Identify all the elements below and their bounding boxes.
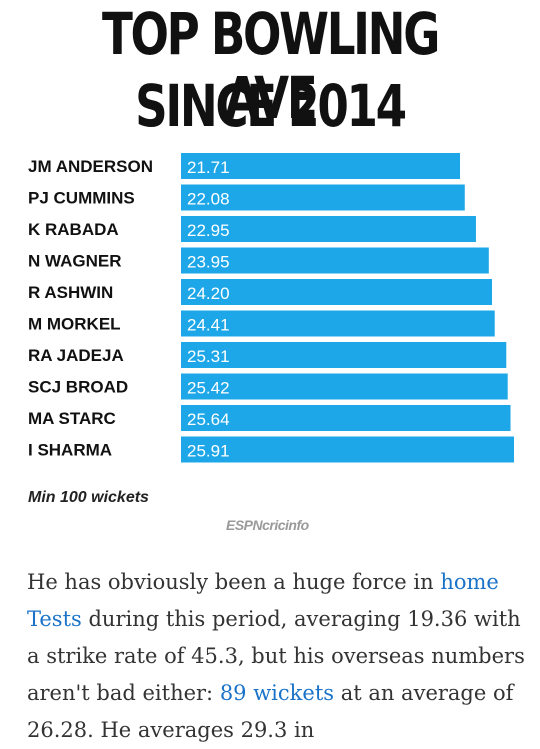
bar — [181, 373, 508, 400]
category-label: JM ANDERSON — [28, 157, 153, 176]
category-label: PJ CUMMINS — [28, 189, 135, 208]
bar-value-label: 23.95 — [187, 253, 230, 272]
article-text-2: during this period, averaging 19.36 with… — [27, 607, 525, 705]
bar-chart: JM ANDERSON 21.71 PJ CUMMINS 22.08 K RABADA 2… — [28, 153, 514, 463]
wickets-link[interactable]: 89 wickets — [219, 681, 335, 705]
bar — [181, 216, 476, 242]
category-label: I SHARMA — [28, 441, 112, 460]
bar-value-label: 24.41 — [187, 316, 230, 335]
source-logo: ESPNcricinfo — [226, 517, 309, 533]
home-tests-link[interactable]: home Tests — [27, 570, 499, 631]
bar — [181, 184, 465, 211]
article-paragraph: He has obviously been a huge force in ho… — [27, 564, 527, 749]
bar-value-label: 25.64 — [187, 410, 230, 429]
chart-title-line-1: TOP BOWLING AVE — [102, 0, 440, 132]
bar — [181, 342, 507, 368]
bar-value-label: 25.31 — [187, 347, 230, 366]
bar-value-label: 21.71 — [187, 158, 230, 177]
bar-value-label: 24.20 — [187, 284, 230, 303]
bar-value-label: 22.08 — [187, 190, 230, 209]
category-label: SCJ BROAD — [28, 378, 128, 397]
article-text-1: He has obviously been a huge force in — [27, 570, 441, 594]
chart-footnote: Min 100 wickets — [28, 489, 149, 506]
chart-title-line-2: SINCE 2014 — [135, 72, 407, 140]
category-label: RA JADEJA — [28, 346, 124, 365]
bar-value-label: 25.91 — [187, 442, 230, 461]
category-label: N WAGNER — [28, 252, 122, 271]
category-label: R ASHWIN — [28, 283, 113, 302]
category-label: K RABADA — [28, 220, 119, 239]
bar — [181, 436, 514, 463]
bar — [181, 310, 495, 337]
bar-value-label: 22.95 — [187, 221, 230, 240]
bar-value-label: 25.42 — [187, 379, 230, 398]
category-label: M MORKEL — [28, 315, 121, 334]
article-text-3: at an average of 26.28. He averages 29.3… — [27, 681, 514, 742]
bar — [181, 153, 461, 179]
bar — [181, 279, 493, 305]
category-label: MA STARC — [28, 409, 116, 428]
bar — [181, 247, 489, 274]
bar — [181, 405, 511, 431]
